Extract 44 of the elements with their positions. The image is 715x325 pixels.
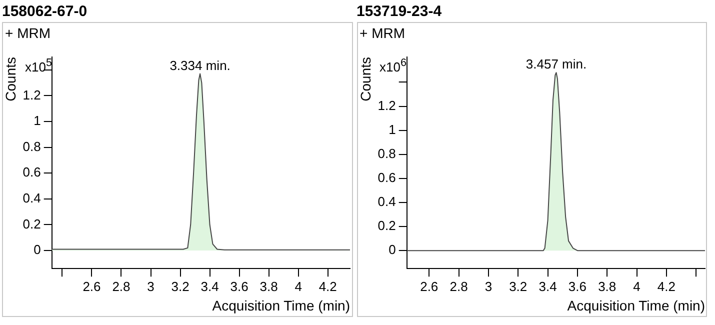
y-tick-label: 0.4 [377, 194, 396, 210]
y-axis-title: Counts [2, 57, 18, 102]
annotation: x10$^{5}$ [25, 57, 52, 74]
chart-title: 153719-23-4 [356, 2, 443, 22]
x-tick-label: 3 [147, 278, 154, 294]
y-tick-label: 0.6 [22, 164, 41, 180]
y-tick-label: 0 [34, 242, 41, 258]
x-axis-title: Acquisition Time (min) [566, 297, 704, 314]
x-tick-label: 2.8 [449, 278, 468, 294]
x-tick-label: 3.2 [508, 278, 527, 294]
y-tick-label: 1 [388, 122, 396, 137]
y-tick-label: 0.8 [22, 138, 41, 154]
x-tick-label: 4 [632, 278, 640, 294]
y-tick-label: 0.6 [377, 170, 396, 186]
x-tick-label: 4.2 [318, 278, 337, 294]
text: + MRM [5, 25, 50, 41]
x-tick-label: 2.6 [420, 278, 438, 294]
x-tick-label: 2.6 [82, 278, 101, 294]
x-tick-label: 4 [294, 278, 302, 294]
y-tick-label: 0 [388, 242, 396, 258]
y-axis-title: Counts [356, 57, 373, 102]
x-tick-label: 3.6 [568, 278, 586, 294]
x-tick-label: 3.8 [598, 278, 616, 294]
y-tick-label: 0.8 [377, 146, 396, 161]
y-tick-label: 1.2 [22, 87, 41, 102]
x-tick-label: 2.8 [112, 278, 130, 294]
x-tick-label: 3.4 [200, 278, 219, 294]
x-tick-label: 4.2 [656, 278, 675, 294]
y-tick-label: 0.4 [22, 190, 41, 206]
x-axis-title: Acquisition Time (min) [212, 297, 350, 314]
y-tick-label: 1.2 [377, 98, 396, 113]
x-tick-label: 3.8 [260, 278, 278, 294]
x-tick-label: 3.6 [230, 278, 248, 294]
x-tick-label: 3.2 [171, 278, 190, 294]
annotation: 3.457 min. [525, 56, 586, 72]
chart-title: 158062-67-0 [2, 2, 88, 22]
annotation: 3.334 min. [170, 58, 230, 73]
annotation: x10$^{6}$ [380, 57, 406, 74]
y-tick-label: 1 [34, 113, 41, 128]
y-tick-label: 0.2 [377, 218, 396, 234]
x-tick-label: 3.4 [538, 278, 556, 294]
y-tick-label: 0.2 [22, 216, 41, 232]
x-tick-label: 3 [484, 278, 492, 294]
text: + MRM [360, 25, 405, 41]
